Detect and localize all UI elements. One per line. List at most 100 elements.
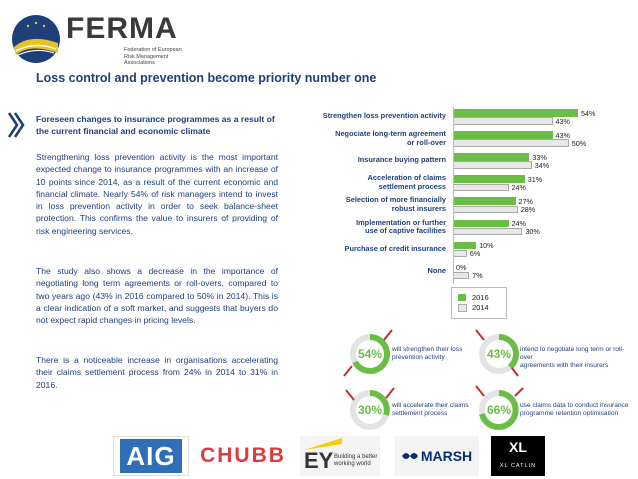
category-label: Strengthen loss prevention activity: [296, 111, 446, 120]
marsh-wordmark: MARSH: [420, 448, 473, 464]
stat-line: will strengthen their loss: [392, 346, 463, 353]
category-label-line: or roll-over: [406, 137, 446, 147]
legend-swatch-2014: [458, 304, 467, 312]
stat-value: 54%: [357, 347, 383, 361]
value-label: 43%: [555, 130, 570, 140]
value-label: 50%: [571, 138, 587, 148]
marsh-mark-icon: [401, 453, 418, 459]
stat-line: prevention activity: [392, 354, 445, 361]
bar-2014: [453, 249, 467, 258]
legend-label-2016: 2016: [472, 293, 489, 302]
tagline-line: Federation of European: [124, 47, 182, 53]
bar-2016: [453, 175, 525, 183]
bar-2014: [453, 161, 532, 169]
value-label: 31%: [527, 174, 543, 184]
category-label: Selection of more financially robust insu…: [296, 195, 446, 213]
stat-text: use claims data to conduct insurance pro…: [520, 402, 636, 418]
category-label-line: Negociate long-term agreement: [335, 129, 446, 139]
ey-logo: EY Building a better working world: [300, 436, 380, 476]
bar-2016: [453, 219, 509, 228]
ey-tagline-line: Building a better: [334, 454, 378, 460]
paragraph: The study also shows a decrease in the i…: [36, 266, 278, 326]
chevron-right-icon: [7, 112, 25, 138]
category-label-line: Strengthen loss prevention activity: [322, 111, 446, 120]
category-label-line: settlement process: [378, 181, 446, 191]
category-label-line: robust insurers: [391, 203, 446, 213]
bar-2016: [453, 241, 477, 250]
bar-2014: [453, 139, 569, 147]
ey-wordmark: EY: [304, 448, 334, 473]
value-label: 27%: [518, 196, 533, 206]
bar-2014: [453, 183, 509, 192]
stat-value: 43%: [486, 347, 512, 361]
ey-beam-icon: [304, 438, 342, 450]
category-label: Insurance buying pattern: [296, 155, 446, 165]
stat-line: intend to negotiate long term or roll-ov…: [520, 346, 625, 361]
bar-2016: [453, 131, 553, 139]
stat-line: programme retention optimisation: [520, 410, 619, 417]
ferma-tagline: Federation of European Risk Management A…: [124, 47, 194, 67]
marsh-logo: MARSH: [395, 436, 479, 476]
tagline-line: Risk Management Associations: [124, 53, 169, 67]
stat-line: use claims data to conduct insurance: [520, 402, 629, 409]
category-label-line: Acceleration of claims: [367, 173, 446, 183]
bar-2016: [453, 109, 578, 117]
category-label-line: None: [427, 265, 446, 275]
category-label: Negociate long-term agreement or roll-ove…: [296, 129, 446, 147]
category-label-line: Implementation or further: [356, 217, 446, 227]
chart-legend: 2016 2014: [451, 287, 507, 319]
bar-2014: [453, 205, 518, 214]
stat-text: will strengthen their loss prevention ac…: [392, 346, 487, 362]
page-title: Loss control and prevention become prior…: [36, 71, 377, 85]
category-label-line: Insurance buying pattern: [357, 155, 446, 165]
value-label: 24%: [511, 219, 526, 228]
paragraph: Strengthening loss prevention activity i…: [36, 152, 278, 236]
value-label: 24%: [511, 183, 526, 192]
stat-text: intend to negotiate long term or roll-ov…: [520, 346, 636, 370]
category-label: Acceleration of claims settlement process: [296, 173, 446, 191]
value-label: 7%: [472, 271, 483, 281]
category-label-line: use of captive facilities: [365, 225, 446, 235]
legend-label-2014: 2014: [472, 303, 489, 312]
ferma-logo-mark: [12, 15, 60, 63]
paragraph: There is a noticeable increase in organi…: [36, 355, 278, 390]
aig-logo: AIG: [113, 436, 189, 476]
value-label: 0%: [456, 263, 467, 273]
value-label: 6%: [469, 249, 481, 259]
stat-value: 66%: [486, 403, 512, 417]
category-label: None: [296, 265, 446, 275]
category-label: Implementation or further use of captive …: [296, 217, 446, 236]
category-label-line: Purchase of credit insurance: [344, 243, 446, 253]
stat-line: agreements with their insurers: [520, 362, 609, 369]
chubb-wordmark: CHUBB: [200, 444, 286, 467]
category-label: Purchase of credit insurance: [296, 243, 446, 253]
bar-2016: [453, 197, 516, 205]
value-label: 10%: [479, 241, 494, 251]
chubb-logo: CHUBB: [197, 436, 289, 476]
aig-wordmark: AIG: [120, 439, 182, 473]
value-label: 30%: [525, 227, 540, 237]
value-label: 28%: [520, 205, 536, 215]
stat-line: settlement process: [392, 410, 448, 417]
legend-swatch-2016: [458, 294, 466, 301]
xl-catlin-logo: XL XL CATLIN: [491, 436, 545, 476]
bar-2014: [453, 227, 523, 236]
chart-axis-line: [453, 107, 454, 284]
value-label: 33%: [532, 152, 547, 162]
stat-value: 30%: [357, 403, 383, 417]
bar-2016: [453, 153, 530, 161]
xl-wordmark: XL: [509, 439, 527, 455]
stat-text: will accelerate their claims settlement …: [392, 402, 487, 418]
category-label-line: Selection of more financially: [345, 195, 446, 205]
ey-tagline: Building a better working world: [334, 454, 377, 468]
bar-2014: [453, 117, 553, 125]
stat-line: will accelerate their claims: [392, 402, 469, 409]
bar-2014: [453, 271, 470, 280]
value-label: 54%: [581, 108, 596, 118]
ey-tagline-line: working world: [334, 461, 371, 467]
value-label: 34%: [534, 160, 550, 170]
section-lead: Foreseen changes to insurance programmes…: [36, 114, 275, 137]
xl-catlin-wordmark: XL CATLIN: [499, 463, 537, 469]
value-label: 43%: [555, 116, 570, 126]
ferma-logo-text: FERMA: [66, 12, 178, 45]
